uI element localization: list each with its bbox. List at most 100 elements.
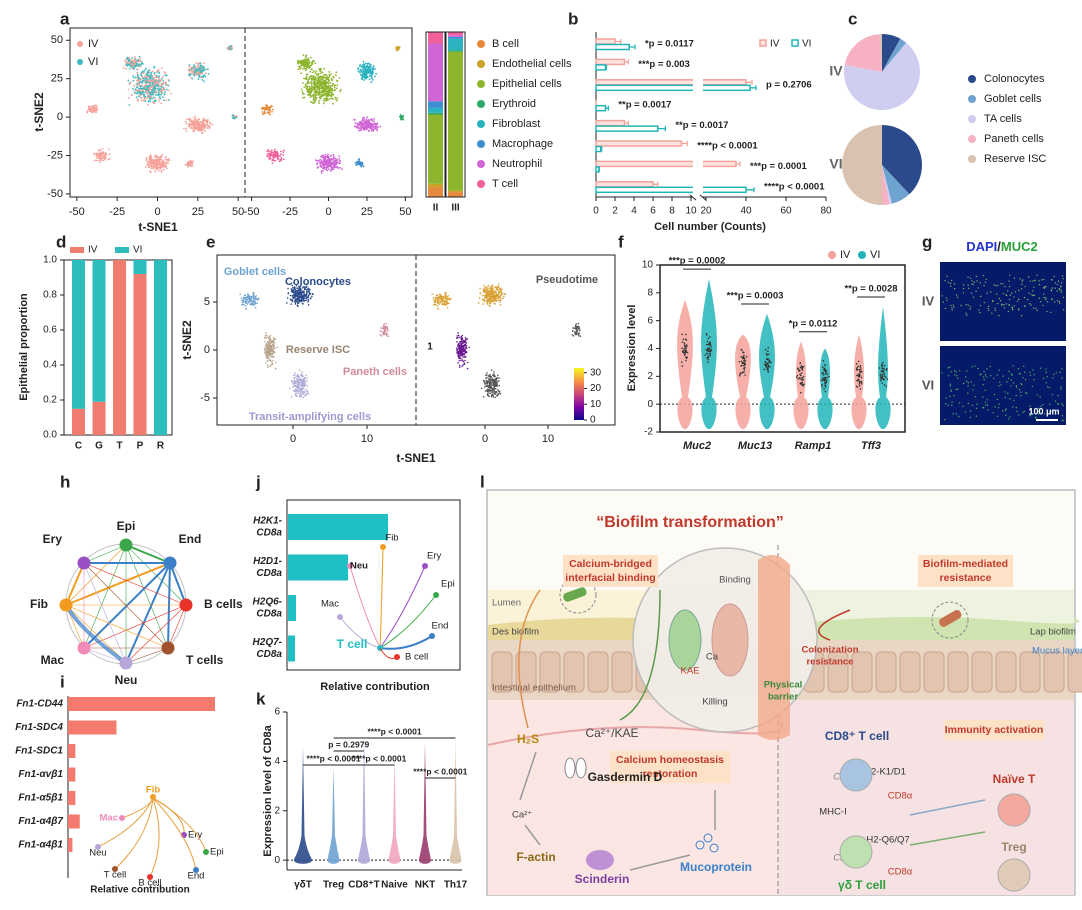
cell-dot xyxy=(300,88,303,91)
cell-dot xyxy=(297,295,300,298)
cell-dot xyxy=(233,117,236,120)
cell-dot xyxy=(151,79,154,82)
cell-dot xyxy=(138,63,141,66)
cell-dot xyxy=(301,67,304,70)
bar xyxy=(92,401,106,435)
cell-dot xyxy=(579,335,582,338)
y-tick-label: 0 xyxy=(204,344,210,356)
cell-dot xyxy=(496,374,499,377)
pie-slice xyxy=(842,125,882,205)
cell-dot xyxy=(278,155,281,157)
cell-dot xyxy=(364,127,367,130)
p-label: p = 0.2706 xyxy=(766,79,812,90)
cell-dot xyxy=(167,78,170,81)
cell-dot xyxy=(165,167,168,170)
cell-dot xyxy=(188,163,191,166)
cell-dot xyxy=(161,67,163,70)
cell-dot xyxy=(335,99,338,102)
cell-dot xyxy=(262,106,265,109)
cell-dot xyxy=(96,154,99,157)
cell-dot xyxy=(147,100,150,103)
cell-dot xyxy=(314,76,317,79)
cell-dot xyxy=(137,81,139,84)
cell-dot xyxy=(295,298,297,300)
cell-dot xyxy=(323,159,325,162)
cell-dot xyxy=(144,77,147,79)
panel-letter: e xyxy=(206,232,215,251)
cell-dot xyxy=(245,307,247,310)
cell-dot xyxy=(256,302,258,305)
cell-dot xyxy=(821,383,823,386)
cell-dot xyxy=(495,290,497,292)
cell-dot xyxy=(195,123,197,126)
cell-dot xyxy=(271,162,274,165)
cell-dot xyxy=(163,71,166,73)
cell-dot xyxy=(206,127,209,129)
cell-dot xyxy=(489,302,491,305)
cell-dot xyxy=(459,354,462,357)
cell-dot xyxy=(160,162,163,165)
cell-dot xyxy=(303,67,306,70)
stack-segment xyxy=(448,35,463,37)
cell-dot xyxy=(108,153,111,155)
cell-dot xyxy=(161,83,164,85)
cell-dot xyxy=(707,337,710,340)
cell-dot xyxy=(313,70,315,72)
cell-dot xyxy=(268,345,271,347)
cell-dot xyxy=(575,325,577,328)
cell-dot xyxy=(124,59,127,62)
cell-dot xyxy=(857,365,859,368)
cell-dot xyxy=(459,336,461,339)
legend-swatch xyxy=(115,247,129,253)
legend-dot xyxy=(477,180,485,188)
cell-dot xyxy=(293,377,295,380)
cell-dot xyxy=(307,298,310,301)
cell-dot xyxy=(488,380,490,382)
cell-dot xyxy=(137,99,140,102)
cell-dot xyxy=(329,169,332,172)
cell-dot xyxy=(285,302,288,304)
cell-dot xyxy=(144,69,146,72)
cell-dot xyxy=(136,98,139,101)
cell-dot xyxy=(295,378,298,380)
cell-dot xyxy=(187,68,190,71)
cell-dot xyxy=(151,70,154,73)
cell-dot xyxy=(291,300,294,303)
cell-dot xyxy=(740,365,742,367)
cell-dot xyxy=(683,344,686,347)
cell-dot xyxy=(318,67,321,70)
cell-dot xyxy=(165,162,168,164)
cell-dot xyxy=(370,81,373,84)
legend-dot xyxy=(77,41,83,47)
cell-dot xyxy=(316,161,319,164)
cell-dot xyxy=(160,164,163,167)
cell-dot xyxy=(157,169,160,172)
cell-dot xyxy=(362,116,365,119)
label: B cell xyxy=(492,38,519,50)
cell-dot xyxy=(799,362,801,365)
cell-dot xyxy=(314,91,317,94)
cell-dot xyxy=(252,300,255,302)
cell-dot xyxy=(290,396,293,398)
cell-dot xyxy=(204,72,207,75)
cell-dot xyxy=(299,299,302,302)
cell-dot xyxy=(311,68,313,71)
label: Reserve ISC xyxy=(984,153,1046,165)
p-label: **p = 0.0017 xyxy=(675,120,728,131)
cell-dot xyxy=(296,380,298,382)
cell-dot xyxy=(859,370,862,373)
cell-dot xyxy=(496,286,499,289)
cell-dot xyxy=(168,89,171,92)
cell-dot xyxy=(168,159,171,162)
cell-dot xyxy=(280,153,282,156)
cell-dot xyxy=(99,149,102,152)
cell-dot xyxy=(327,168,330,171)
cell-dot xyxy=(144,166,147,168)
cell-dot xyxy=(683,354,686,356)
label: IV xyxy=(770,39,780,50)
cell-dot xyxy=(138,79,140,82)
cell-dot xyxy=(128,83,131,85)
cell-dot xyxy=(298,385,301,388)
cell-dot xyxy=(306,390,309,392)
cell-dot xyxy=(766,366,769,369)
